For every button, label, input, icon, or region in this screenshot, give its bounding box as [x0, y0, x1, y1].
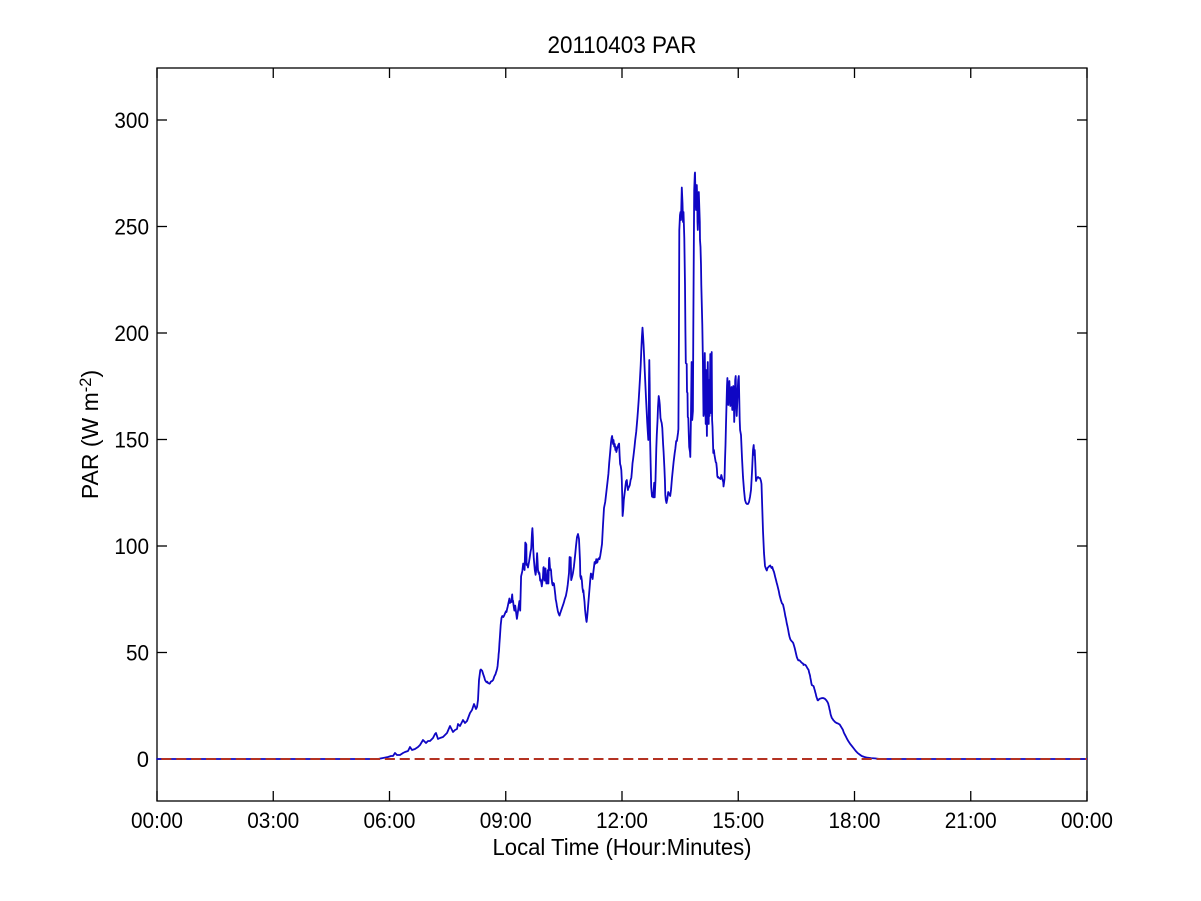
svg-text:20110403 PAR: 20110403 PAR [548, 32, 697, 59]
svg-text:150: 150 [114, 428, 149, 453]
svg-text:15:00: 15:00 [712, 808, 764, 833]
svg-text:06:00: 06:00 [364, 808, 416, 833]
svg-text:250: 250 [114, 215, 149, 240]
svg-text:300: 300 [114, 108, 149, 133]
svg-text:50: 50 [126, 641, 149, 666]
svg-text:21:00: 21:00 [945, 808, 997, 833]
svg-text:200: 200 [114, 321, 149, 346]
svg-text:00:00: 00:00 [131, 808, 183, 833]
svg-text:100: 100 [114, 534, 149, 559]
svg-text:12:00: 12:00 [596, 808, 648, 833]
svg-text:Local Time (Hour:Minutes): Local Time (Hour:Minutes) [493, 834, 752, 860]
svg-text:18:00: 18:00 [829, 808, 881, 833]
svg-text:00:00: 00:00 [1061, 808, 1113, 833]
svg-text:03:00: 03:00 [247, 808, 299, 833]
svg-text:0: 0 [137, 747, 149, 772]
svg-text:09:00: 09:00 [480, 808, 532, 833]
